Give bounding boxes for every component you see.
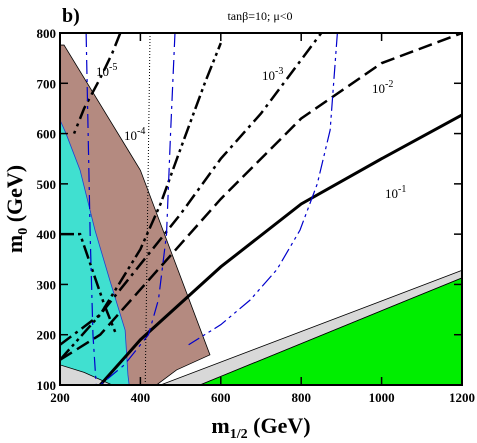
label-base: 10 (372, 81, 385, 96)
contour-label: 10-5 (96, 62, 117, 79)
region (60, 364, 113, 385)
y-tick-label: 700 (37, 76, 57, 91)
x-label-base: m (211, 413, 229, 438)
contour-label: 10-3 (262, 66, 283, 83)
label-sup: -3 (275, 66, 283, 77)
plot-area (60, 33, 462, 385)
curve (60, 42, 222, 361)
x-tick-label: 400 (131, 390, 151, 405)
x-axis-label: m1/2 (GeV) (211, 413, 310, 442)
chart-title: tanβ=10; μ<0 (227, 9, 292, 23)
contour-label: 10-4 (124, 126, 145, 143)
label-sup: -4 (137, 126, 145, 137)
y-tick-label: 300 (37, 277, 57, 292)
curve (60, 33, 323, 346)
region (60, 119, 130, 385)
curve (99, 113, 462, 385)
curve (60, 232, 118, 336)
label-sup: -1 (398, 184, 406, 195)
label-base: 10 (262, 68, 275, 83)
region (199, 277, 462, 385)
label-base: 10 (124, 128, 137, 143)
x-tick-label: 1000 (369, 390, 395, 405)
contour-label: 10-1 (385, 184, 406, 201)
contour-label: 10-2 (372, 79, 393, 96)
y-axis-label: m0 (GeV) (2, 165, 31, 253)
curve (85, 33, 97, 385)
label-base: 10 (96, 64, 109, 79)
x-tick-label: 600 (211, 390, 231, 405)
panel-label: b) (62, 5, 80, 27)
y-tick-label: 100 (37, 378, 57, 393)
y-tick-label: 800 (37, 26, 57, 41)
x-tick-label: 200 (50, 390, 70, 405)
x-label-sub: 1/2 (230, 427, 248, 442)
region (160, 269, 462, 385)
y-tick-label: 200 (37, 328, 57, 343)
y-label-unit: (GeV) (2, 165, 27, 228)
y-tick-label: 400 (37, 227, 57, 242)
curve (99, 33, 176, 385)
plot-frame (59, 32, 463, 386)
y-label-sub: 0 (16, 228, 31, 235)
x-label-unit: (GeV) (248, 413, 311, 438)
label-sup: -2 (385, 79, 393, 90)
x-tick-label: 1200 (449, 390, 475, 405)
curve (60, 33, 462, 361)
y-tick-label: 600 (37, 127, 57, 142)
curve (72, 33, 122, 135)
label-sup: -5 (109, 62, 117, 73)
y-tick-label: 500 (37, 177, 57, 192)
curve (188, 33, 338, 346)
y-label-base: m (2, 235, 27, 253)
label-base: 10 (385, 186, 398, 201)
x-tick-label: 800 (291, 390, 311, 405)
